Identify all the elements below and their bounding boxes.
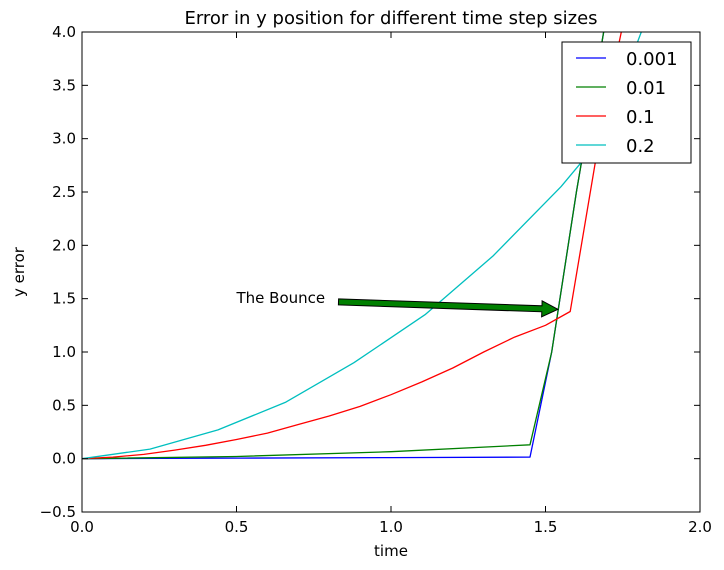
legend-frame [561, 41, 692, 164]
legend: 0.001 0.01 0.1 0.2 [561, 41, 692, 164]
annotation-group: The Bounce [236, 289, 560, 318]
legend-label: 0.001 [626, 49, 678, 70]
annotation-arrow [337, 298, 560, 318]
y-tick-label: 3.0 [52, 130, 76, 148]
legend-label: 0.1 [626, 107, 655, 128]
x-tick-label: 1.0 [379, 518, 403, 536]
y-tick-label: 1.5 [52, 290, 76, 308]
y-tick-label: 3.5 [52, 76, 76, 94]
series-line-0.01 [82, 32, 605, 460]
y-tick-label: 1.0 [52, 343, 76, 361]
y-tick-label: 0.0 [52, 450, 76, 468]
x-tick-label: 1.5 [534, 518, 558, 536]
legend-label: 0.2 [626, 136, 655, 157]
y-axis-label: y error [10, 246, 28, 297]
series-line-0.1 [82, 32, 622, 460]
y-tick-label: 0.5 [52, 396, 76, 414]
annotation-text: The Bounce [236, 289, 326, 307]
y-tick-label: 2.0 [52, 236, 76, 254]
chart-title: Error in y position for different time s… [184, 8, 597, 29]
x-axis-label: time [374, 542, 408, 560]
x-tick-label: 2.0 [688, 518, 712, 536]
y-tick-label: −0.5 [40, 503, 76, 521]
x-tick-label: 0.0 [70, 518, 94, 536]
y-tick-label: 2.5 [52, 183, 76, 201]
x-tick-label: 0.5 [225, 518, 249, 536]
legend-label: 0.01 [626, 78, 666, 99]
ticks-group: 0.0 0.5 1.0 1.5 2.0−0.50.00.51.01.52.02.53.0… [40, 23, 712, 536]
series-group [82, 32, 642, 460]
y-tick-label: 4.0 [52, 23, 76, 41]
